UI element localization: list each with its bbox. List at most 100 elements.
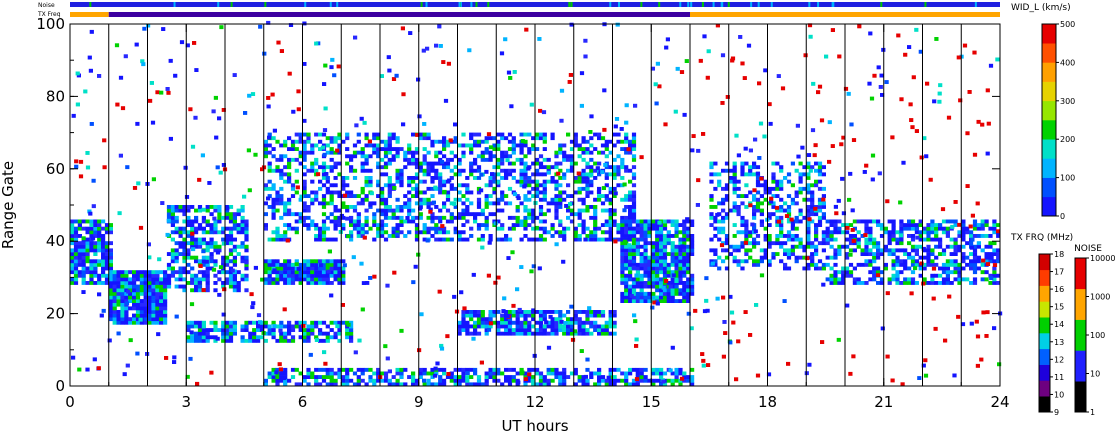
echo-cell (631, 259, 637, 264)
echo-cell (554, 186, 559, 191)
echo-cell (290, 157, 296, 162)
echo-cell (124, 320, 129, 325)
echo-cell (523, 324, 528, 329)
echo-cell (628, 208, 633, 213)
noise-strip-mark (727, 2, 730, 7)
echo-cell (542, 324, 547, 329)
echo-cell (742, 76, 747, 80)
echo-cell (333, 335, 338, 340)
echo-cell (507, 139, 513, 144)
echo-cell (337, 262, 342, 267)
echo-cell (341, 277, 346, 282)
echo-cell (721, 241, 726, 246)
echo-cell (635, 226, 640, 231)
echo-cell (101, 273, 106, 278)
echo-cell (476, 197, 482, 202)
echo-cell (488, 367, 493, 372)
echo-cell (457, 234, 462, 238)
echo-cell (808, 168, 813, 173)
echo-cell (283, 277, 288, 282)
echo-cell (469, 147, 474, 151)
echo-cell (682, 234, 687, 238)
echo-cell (573, 212, 578, 217)
echo-cell (213, 288, 218, 293)
echo-cell (814, 168, 819, 173)
echo-cell (769, 199, 774, 204)
echo-cell (302, 157, 307, 162)
echo-cell (414, 190, 420, 195)
echo-cell (364, 161, 369, 166)
echo-cell (593, 230, 598, 235)
echo-cell (151, 291, 156, 296)
echo-cell (302, 143, 307, 148)
echo-cell (263, 262, 268, 267)
echo-cell (732, 244, 737, 249)
echo-cell (70, 262, 75, 267)
echo-cell (205, 284, 210, 289)
echo-cell (271, 237, 276, 242)
echo-cell (847, 197, 852, 202)
echo-cell (604, 331, 609, 336)
echo-cell (240, 244, 245, 249)
echo-cell (194, 208, 199, 213)
echo-cell (457, 331, 462, 336)
echo-cell (368, 226, 373, 231)
echo-cell (686, 284, 691, 289)
echo-cell (519, 367, 524, 372)
echo-cell (272, 268, 277, 273)
echo-cell (803, 53, 808, 58)
echo-cell (519, 324, 524, 329)
x-tick-label: 15 (642, 393, 661, 411)
echo-cell (170, 237, 175, 242)
echo-cell (221, 255, 226, 260)
echo-cell (147, 281, 152, 285)
echo-cell (271, 230, 276, 235)
echo-cell (341, 320, 346, 325)
echo-cell (550, 136, 555, 141)
echo-cell (369, 191, 374, 196)
echo-cell (538, 324, 544, 329)
echo-cell (325, 371, 330, 376)
noise-strip-mark (687, 2, 690, 7)
echo-cell (740, 161, 745, 166)
echo-cell (147, 291, 152, 296)
echo-cell (850, 208, 855, 213)
echo-cell (364, 136, 369, 141)
echo-cell (337, 281, 342, 285)
echo-cell (554, 183, 559, 188)
echo-cell (314, 143, 319, 148)
echo-cell (717, 237, 722, 242)
echo-cell (182, 241, 187, 246)
echo-cell (221, 241, 226, 246)
echo-cell (205, 223, 210, 227)
echo-cell (101, 234, 106, 238)
echo-cell (337, 273, 342, 278)
echo-cell (329, 168, 334, 173)
echo-cell (135, 302, 141, 307)
echo-cell (151, 306, 156, 311)
echo-cell (283, 223, 288, 227)
echo-cell (194, 288, 199, 293)
echo-cell (124, 281, 129, 285)
echo-cell (414, 382, 420, 387)
echo-cell (790, 223, 795, 227)
echo-cell (717, 230, 722, 235)
echo-cell (387, 205, 392, 209)
echo-cell (314, 194, 319, 198)
echo-cell (306, 367, 311, 372)
echo-cell (759, 223, 764, 227)
echo-cell (236, 208, 241, 213)
echo-cell (581, 172, 586, 177)
echo-cell (659, 281, 664, 285)
echo-cell (368, 375, 373, 379)
echo-cell (728, 179, 733, 184)
echo-cell (120, 313, 125, 318)
echo-cell (872, 252, 877, 256)
echo-cell (690, 382, 695, 387)
echo-cell (604, 183, 609, 188)
echo-cell (263, 223, 268, 227)
echo-cell (661, 379, 666, 384)
echo-cell (779, 165, 784, 170)
echo-cell (290, 183, 296, 188)
echo-cell (639, 255, 644, 260)
